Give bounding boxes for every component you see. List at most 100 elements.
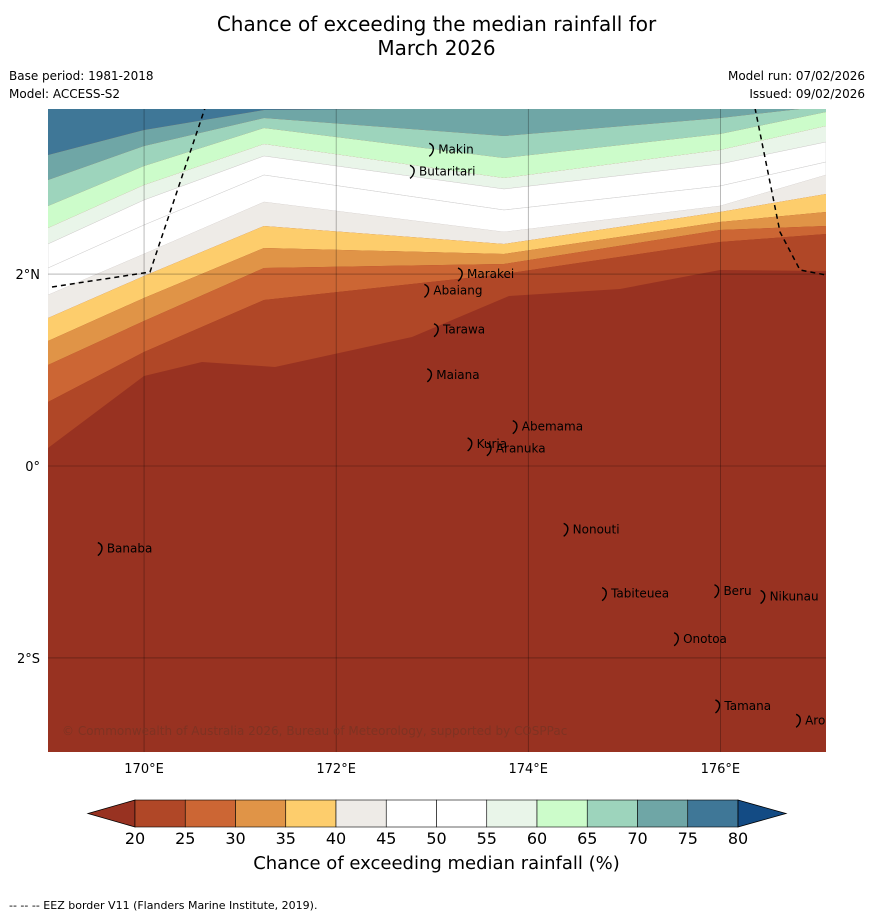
contour-band: [48, 226, 826, 402]
colorbar-tick-label: 30: [225, 829, 245, 848]
axis-ticks: 170°E 172°E 174°E 176°E 2°N 0° 2°S: [16, 268, 741, 777]
colorbar-swatch: [486, 799, 538, 828]
lat-tick-label: 0°: [25, 460, 40, 475]
island-label: Banaba: [107, 542, 153, 556]
island-label: Arorae: [805, 713, 845, 727]
colorbar-min-arrow: [86, 799, 136, 828]
issued-date: Issued: 09/02/2026: [749, 87, 865, 101]
island-outline: [563, 522, 569, 537]
model-name: Model: ACCESS-S2: [9, 87, 121, 101]
colorbar-swatch: [536, 799, 588, 828]
colorbar-tick-label: 55: [477, 829, 497, 848]
contour-band: [48, 194, 826, 341]
island-label: Nonouti: [573, 522, 620, 536]
chart-title: Chance of exceeding the median rainfall …: [0, 12, 873, 60]
colorbar-tick-label: 70: [627, 829, 647, 848]
island-label: Onotoa: [683, 632, 727, 646]
eez-dashed-line: [754, 109, 826, 276]
island-layer: Makin Butaritari Marakei Abaiang Tarawa Maian…: [97, 142, 845, 728]
map-panel: Makin Butaritari Marakei Abaiang Tarawa Maian…: [48, 109, 845, 752]
contour-band: [48, 212, 826, 365]
colorbar-swatch: [184, 799, 236, 828]
colorbar-tick-label: 45: [376, 829, 396, 848]
colorbar-swatch: [134, 799, 186, 828]
colorbar-tick-label: 35: [276, 829, 296, 848]
colorbar-swatch: [335, 799, 387, 828]
island-label: Abaiang: [433, 283, 482, 297]
colorbar-swatch: [235, 799, 287, 828]
island-outline: [760, 589, 766, 605]
contour-band: [48, 109, 826, 206]
island-outline: [486, 442, 492, 457]
island-label: Tarawa: [442, 323, 485, 337]
title-line-1: Chance of exceeding the median rainfall …: [216, 12, 657, 36]
island-label: Nikunau: [770, 590, 819, 604]
colorbar-max-arrow: [737, 799, 788, 828]
colorbar-swatch: [637, 799, 689, 828]
island-label: Abemama: [522, 420, 583, 434]
lat-tick-label: 2°N: [16, 268, 41, 283]
contour-band: [48, 175, 826, 318]
colorbar-tick-label: 20: [125, 829, 145, 848]
colorbar-swatch: [285, 799, 337, 828]
contour-bands: [48, 109, 826, 448]
contour-band: [48, 126, 826, 244]
island-outline: [457, 267, 463, 282]
island-label: Aranuka: [496, 442, 546, 456]
base-period: Base period: 1981-2018: [9, 69, 154, 83]
contour-band: [48, 234, 826, 448]
lon-tick-label: 172°E: [316, 762, 356, 777]
island-outline: [795, 713, 801, 728]
island-outline: [467, 437, 473, 452]
lon-tick-label: 176°E: [701, 762, 741, 777]
colorbar-tick-label: 50: [426, 829, 446, 848]
title-line-2: March 2026: [377, 36, 496, 60]
island-label: Tabiteuea: [610, 587, 669, 601]
island-outline: [512, 420, 518, 435]
eez-border: [51, 109, 826, 288]
island-label: Marakei: [467, 267, 514, 281]
island-outline: [715, 699, 721, 714]
island-label: Butaritari: [419, 164, 476, 178]
colorbar-swatch: [687, 799, 739, 828]
island-outline: [673, 632, 679, 647]
colorbar-tick-label: 60: [527, 829, 547, 848]
model-run: Model run: 07/02/2026: [727, 69, 865, 83]
island-outline: [714, 584, 720, 599]
lat-tick-label: 2°S: [17, 652, 40, 667]
copyright-text: © Commonwealth of Australia 2026, Bureau…: [62, 724, 567, 738]
colorbar-tick-label: 65: [577, 829, 597, 848]
island-outline: [423, 283, 430, 298]
island-outline: [97, 541, 103, 557]
island-label: Maiana: [436, 368, 479, 382]
lon-tick-label: 174°E: [508, 762, 548, 777]
island-outline: [426, 368, 433, 383]
island-outline: [428, 142, 435, 157]
island-label: Makin: [438, 142, 474, 156]
eez-footnote: -- -- -- EEZ border V11 (Flanders Marine…: [9, 899, 318, 912]
meta-right: Model run: 07/02/2026 Issued: 09/02/2026: [728, 67, 865, 103]
colorbar-swatch: [436, 799, 488, 828]
colorbar-tick-label: 75: [678, 829, 698, 848]
graticule: [48, 109, 826, 752]
colorbar-swatch: [586, 799, 638, 828]
island-outline: [601, 586, 607, 602]
island-outline: [433, 323, 439, 338]
island-label: Beru: [723, 584, 751, 598]
island-outline: [409, 164, 415, 179]
contour-band: [48, 109, 800, 180]
eez-dashed-line: [51, 109, 206, 288]
colorbar-swatch: [385, 799, 437, 828]
colorbar-tick-label: 40: [326, 829, 346, 848]
meta-left: Base period: 1981-2018 Model: ACCESS-S2: [9, 67, 154, 103]
island-label: Tamana: [723, 699, 771, 713]
colorbar: 20 25 30 35 40 45 50 55 60 65 70 75 80: [86, 799, 788, 848]
contour-band: [48, 112, 826, 228]
colorbar-label: Chance of exceeding median rainfall (%): [253, 853, 620, 874]
island-label: Kuria: [477, 437, 508, 451]
colorbar-tick-label: 80: [728, 829, 748, 848]
lon-tick-label: 170°E: [124, 762, 164, 777]
colorbar-tick-label: 25: [175, 829, 195, 848]
contour-band: [48, 109, 384, 155]
